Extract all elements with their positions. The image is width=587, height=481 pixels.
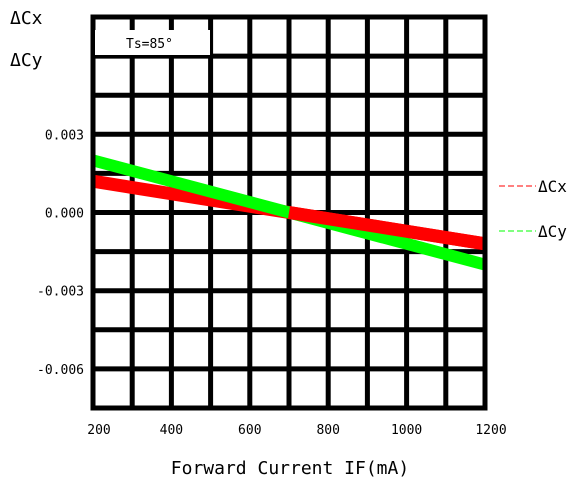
- series-line-cx-segment: [287, 206, 487, 251]
- annotation-text: Ts=85°: [126, 37, 173, 52]
- y-tick-label: -0.006: [37, 363, 84, 378]
- y-tick-label: -0.003: [37, 285, 84, 300]
- x-tick-label: 200: [87, 423, 110, 438]
- y-tick-label: 0.003: [45, 128, 84, 143]
- legend: ΔCx ΔCy: [499, 177, 567, 241]
- x-tick-labels: 200 400 600 800 1000 1200: [87, 423, 506, 438]
- plot-border: [90, 14, 488, 411]
- x-tick-label: 1000: [391, 423, 422, 438]
- series-lines: [91, 154, 487, 271]
- legend-label: ΔCx: [538, 177, 567, 196]
- x-tick-label: 600: [238, 423, 261, 438]
- y-axis-label-cx: ΔCx: [10, 8, 43, 29]
- legend-label: ΔCy: [538, 222, 567, 241]
- x-tick-label: 400: [160, 423, 183, 438]
- x-axis-label: Forward Current IF(mA): [171, 458, 409, 479]
- x-tick-label: 1200: [475, 423, 506, 438]
- y-axis-label-cy: ΔCy: [10, 50, 43, 71]
- x-tick-label: 800: [316, 423, 339, 438]
- y-tick-labels: 0.003 0.000 -0.003 -0.006: [37, 128, 84, 378]
- plot-frame: [90, 14, 488, 411]
- y-tick-label: 0.000: [45, 207, 84, 222]
- annotation-box: [95, 30, 210, 55]
